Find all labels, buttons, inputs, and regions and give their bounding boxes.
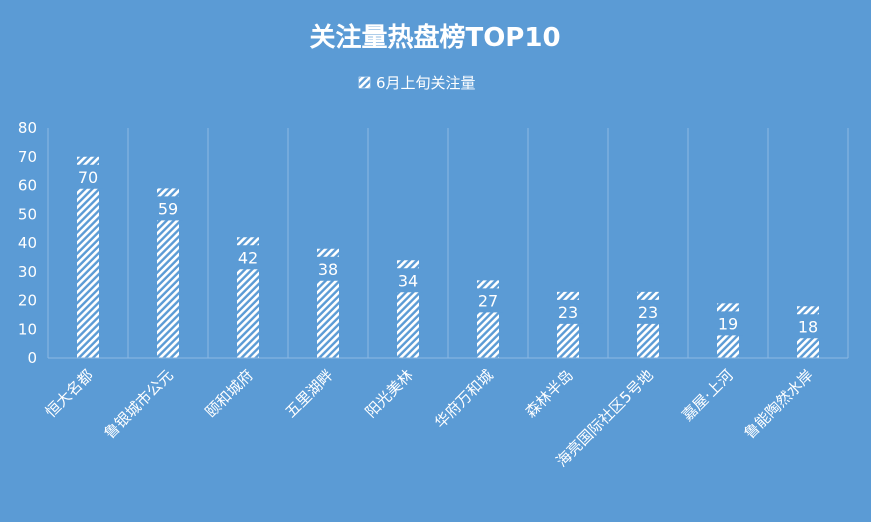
legend[interactable]: 6月上旬关注量	[358, 74, 476, 92]
x-axis: 恒大名都 鲁银城市公元 颐和城府 五里湖畔 阳光美林 华府万和城 森林半岛海亮国际社区5号地…	[42, 357, 848, 470]
x-tick-label: 鲁银城市公元	[100, 366, 176, 442]
data-label: 18	[798, 317, 818, 336]
data-label-box	[713, 311, 743, 336]
data-label-box	[473, 288, 503, 313]
grid-lines	[47, 128, 849, 358]
legend-swatch	[358, 76, 371, 89]
x-tick-label: 鲁能陶然水岸	[740, 366, 816, 442]
data-label: 23	[638, 303, 658, 322]
y-tick-label: 50	[18, 205, 37, 223]
x-tick-label: 恒大名都	[42, 366, 97, 421]
y-tick-label: 40	[18, 234, 37, 252]
x-tick-label: 颐和城府	[202, 366, 257, 421]
x-tick-label: 阳光美林	[362, 366, 417, 421]
bar[interactable]	[157, 188, 179, 358]
x-tick-label: 森林半岛	[522, 366, 577, 421]
data-label: 19	[718, 314, 738, 333]
data-label: 42	[238, 248, 258, 267]
y-tick-label: 30	[18, 263, 37, 281]
data-label-box	[393, 268, 423, 293]
x-tick-label: 嘉屋·上河	[678, 366, 737, 425]
data-label-box	[553, 299, 583, 324]
y-tick-label: 80	[18, 119, 37, 137]
y-tick-label: 0	[27, 349, 37, 367]
data-labels: 70 59 42 38 34 27 23 23 19 18	[73, 164, 823, 339]
data-label: 23	[558, 303, 578, 322]
data-label-box	[153, 196, 183, 221]
y-tick-label: 60	[18, 177, 37, 195]
y-axis: 0 10 20 30 40 50 60 70 80	[18, 119, 37, 367]
x-tick-label: 五里湖畔	[282, 366, 337, 421]
y-tick-label: 20	[18, 292, 37, 310]
x-tick-label: 华府万和城	[431, 366, 497, 432]
data-label: 59	[158, 199, 178, 218]
data-label-box	[233, 245, 263, 270]
y-tick-label: 10	[18, 320, 37, 338]
chart-title: 关注量热盘榜TOP10	[309, 22, 560, 53]
data-label-box	[793, 314, 823, 339]
data-label: 34	[398, 271, 418, 290]
bar[interactable]	[77, 156, 99, 358]
data-label: 70	[78, 168, 98, 187]
data-label-box	[313, 256, 343, 281]
data-label: 38	[318, 260, 338, 279]
legend-label: 6月上旬关注量	[376, 74, 476, 92]
data-label-box	[73, 164, 103, 189]
data-label: 27	[478, 291, 498, 310]
y-tick-label: 70	[18, 148, 37, 166]
data-label-box	[633, 299, 663, 324]
